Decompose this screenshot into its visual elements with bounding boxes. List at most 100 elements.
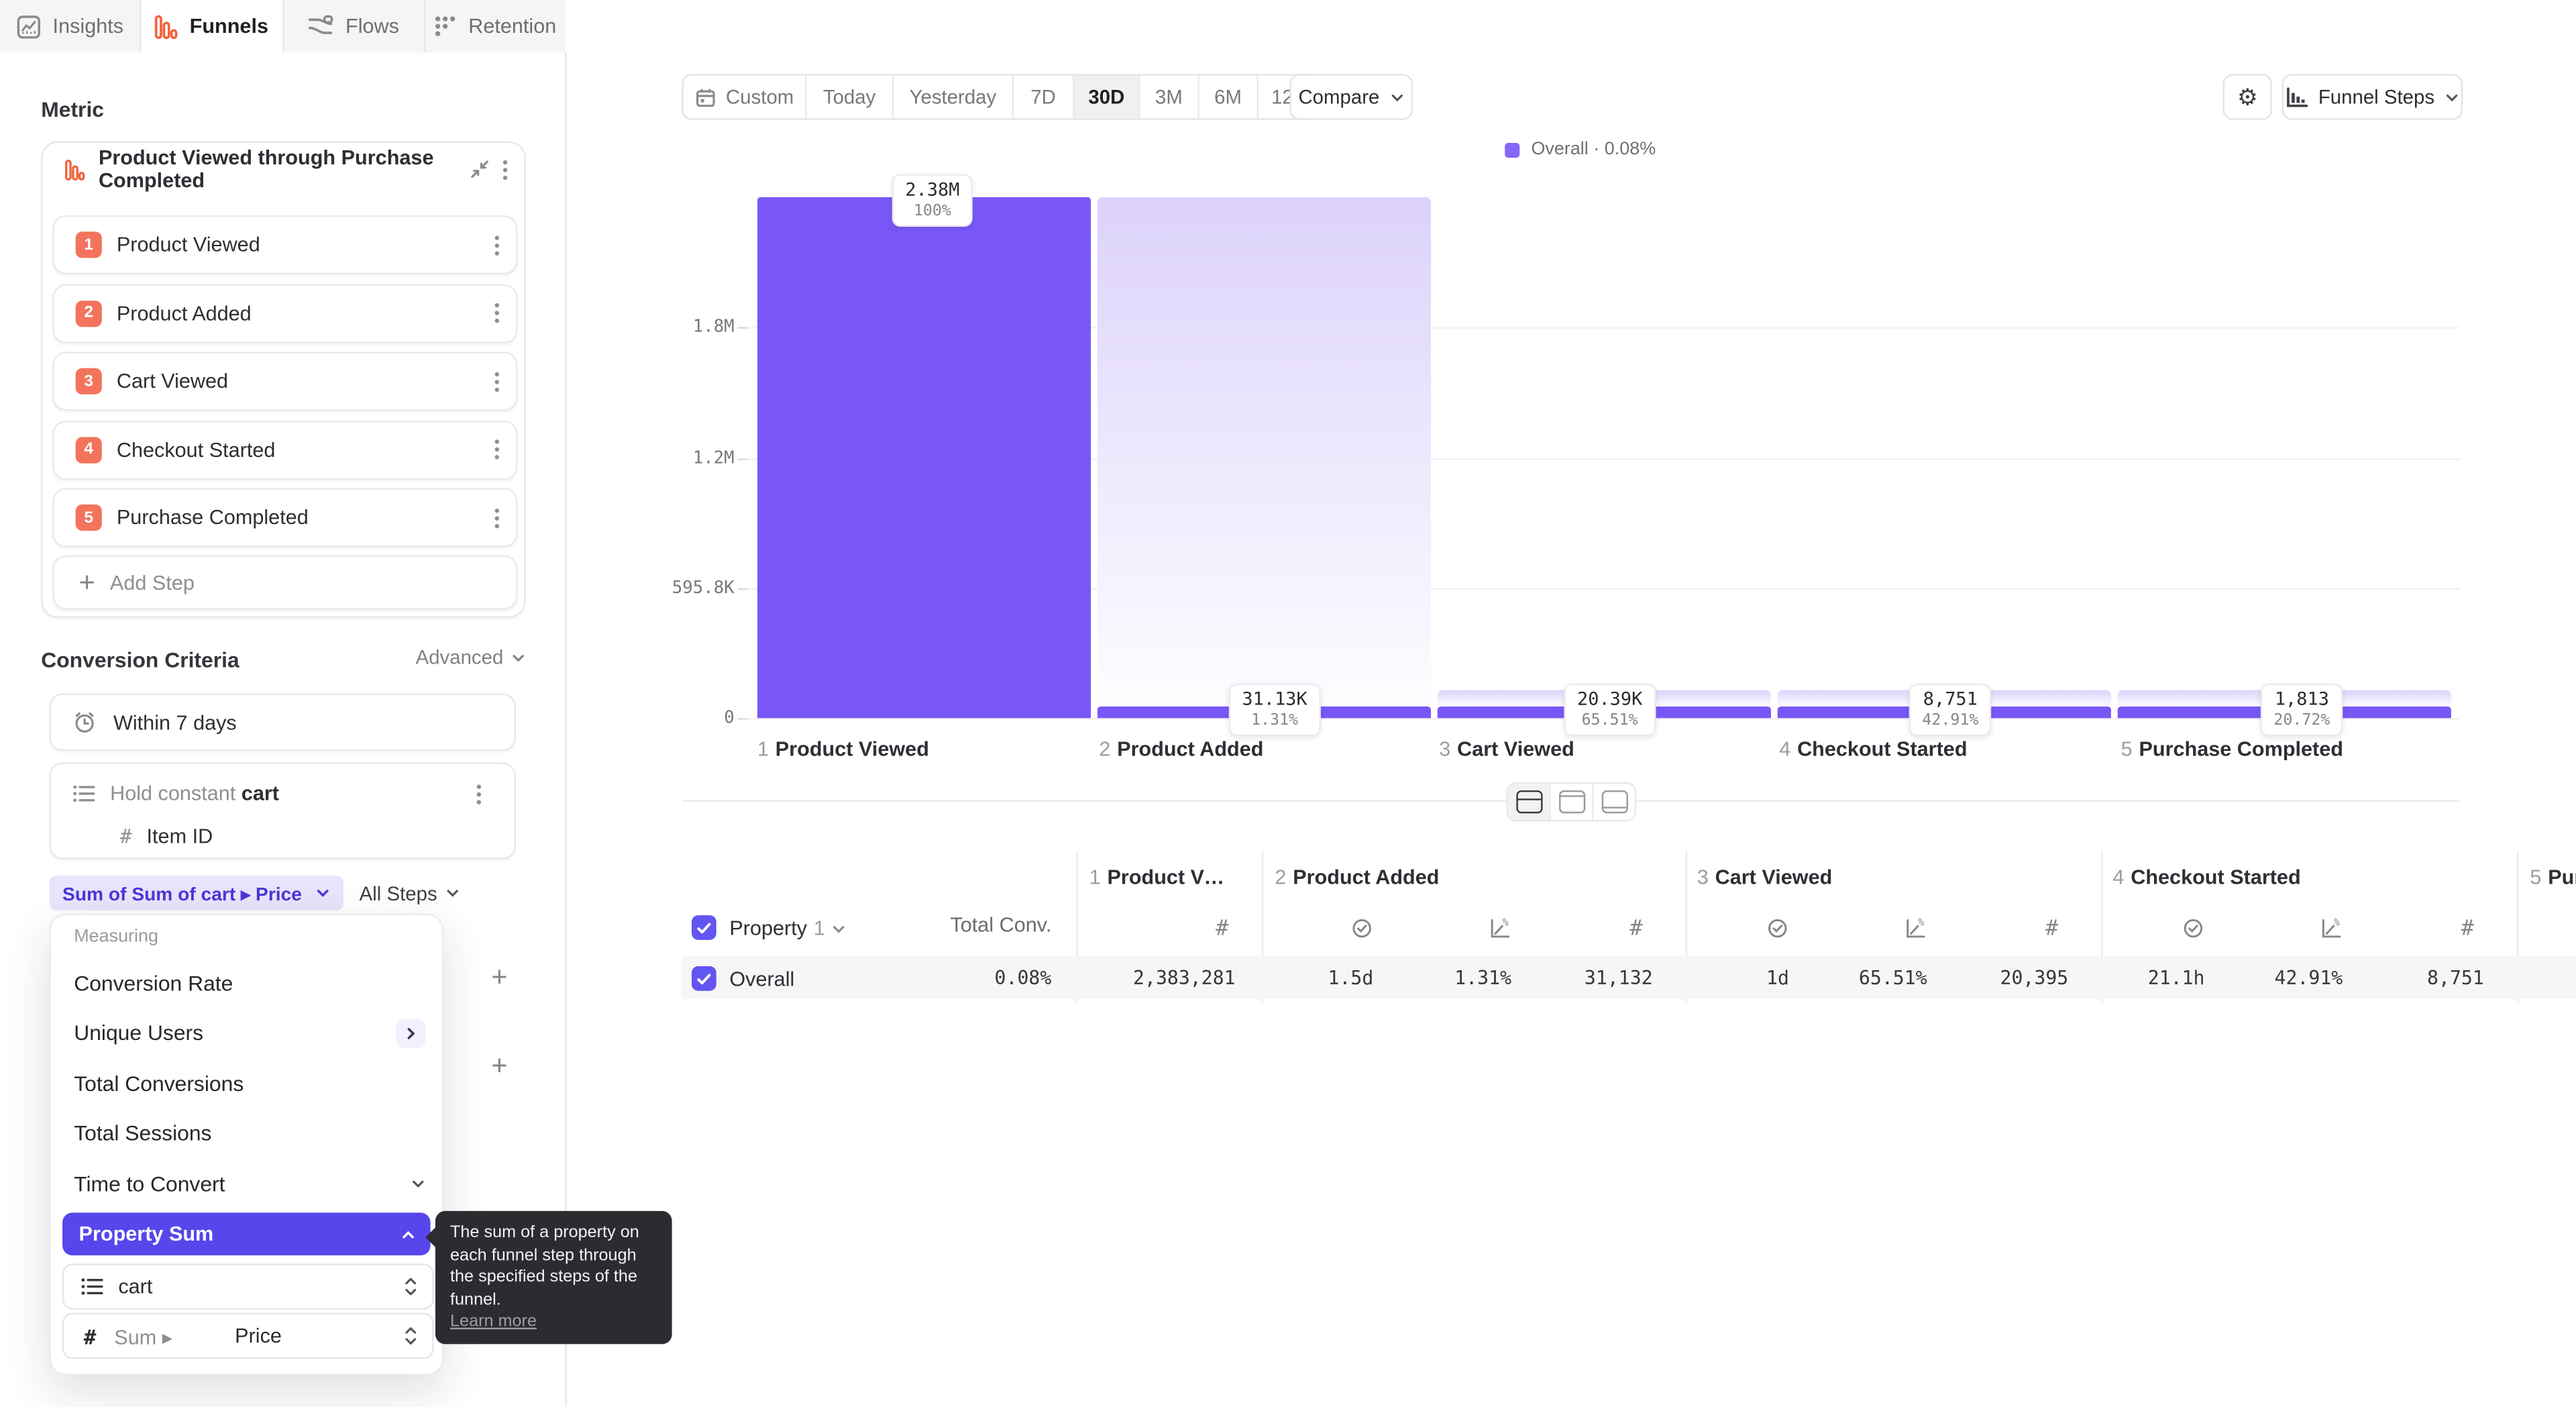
cell-step2-rate: 1.31% <box>1454 966 1512 990</box>
chart-only-view-toggle[interactable] <box>1550 784 1594 821</box>
menu-item-total-conversions[interactable]: Total Conversions <box>74 1070 244 1096</box>
sum-property-label: Price <box>235 1324 282 1348</box>
steps-scope-dropdown[interactable]: All Steps <box>360 882 460 904</box>
number-property-icon: # <box>119 825 132 848</box>
range-today[interactable]: Today <box>806 75 894 119</box>
time-to-convert-column-icon[interactable] <box>1766 917 1789 940</box>
split-view-icon <box>1515 790 1542 814</box>
add-filter-button[interactable]: + <box>491 961 508 993</box>
total-conversion-header[interactable]: Total Conv. <box>950 913 1052 937</box>
dropdown-heading: Measuring <box>74 927 158 947</box>
property-sum-property-selector[interactable]: cart <box>62 1263 434 1310</box>
metric-kebab-icon[interactable] <box>502 158 508 180</box>
hold-constant-kebab-icon[interactable] <box>476 783 482 804</box>
hold-constant-card[interactable]: Hold constant cart # Item ID <box>49 762 516 859</box>
count-column-icon[interactable]: # <box>1216 917 1229 942</box>
table-only-view-toggle[interactable] <box>1593 784 1635 821</box>
conversion-rate-column-icon[interactable]: % <box>1489 917 1511 940</box>
bar-value-label-2: 31.13K 1.31% <box>1228 683 1321 737</box>
add-step-button[interactable]: + Add Step <box>52 555 518 610</box>
property-sum-property-label: cart <box>118 1275 153 1298</box>
compare-label: Compare <box>1298 85 1380 109</box>
check-icon <box>697 922 711 933</box>
step-number-badge: 4 <box>75 436 102 463</box>
conversion-window-card[interactable]: Within 7 days <box>49 693 516 751</box>
range-custom[interactable]: Custom <box>684 75 807 119</box>
select-all-checkbox[interactable] <box>692 915 716 940</box>
time-to-convert-column-icon[interactable] <box>2182 917 2204 940</box>
tab-insights-label: Insights <box>52 15 124 38</box>
range-7d[interactable]: 7D <box>1014 75 1075 119</box>
up-down-selector-icon <box>405 1278 417 1296</box>
y-axis-tick: 0 <box>724 708 735 728</box>
learn-more-link[interactable]: Learn more <box>450 1312 537 1331</box>
svg-text:%: % <box>1503 917 1509 929</box>
range-6m[interactable]: 6M <box>1199 75 1258 119</box>
x-axis-label-1: 1 Product Viewed <box>757 737 929 761</box>
range-yesterday[interactable]: Yesterday <box>894 75 1014 119</box>
tab-retention[interactable]: Retention <box>425 0 566 52</box>
menu-item-time-to-convert[interactable]: Time to Convert <box>74 1163 425 1203</box>
table-column-divider <box>2101 851 2103 1002</box>
step-kebab-icon[interactable] <box>494 234 500 256</box>
chart-legend[interactable]: Overall · 0.08% <box>1505 140 1656 160</box>
menu-item-conversion-rate[interactable]: Conversion Rate <box>74 970 233 995</box>
chevron-down-icon <box>413 1180 424 1187</box>
check-icon <box>697 973 711 984</box>
funnel-step-row-1[interactable]: 1 Product Viewed <box>52 215 518 274</box>
range-3m[interactable]: 3M <box>1140 75 1199 119</box>
split-view-toggle[interactable] <box>1508 784 1551 821</box>
tab-flows[interactable]: Flows <box>283 0 425 53</box>
property-sum-math-selector[interactable]: # Sum ▸ Price <box>62 1312 434 1359</box>
bar-value-label-3: 20.39K 65.51% <box>1564 683 1656 737</box>
y-axis-tickmark <box>737 458 748 460</box>
cell-step1-count: 2,383,281 <box>1133 966 1236 990</box>
table-view-icon <box>1601 790 1627 814</box>
chart-settings-button[interactable]: ⚙ <box>2222 74 2272 120</box>
count-column-icon[interactable]: # <box>2461 917 2474 942</box>
chart-type-button[interactable]: Funnel Steps <box>2282 74 2463 120</box>
property-column-header[interactable]: Property 1 <box>729 917 846 940</box>
step-kebab-icon[interactable] <box>494 370 500 392</box>
row-checkbox[interactable] <box>692 966 716 991</box>
conversion-rate-column-icon[interactable]: % <box>2320 917 2343 940</box>
menu-item-total-sessions[interactable]: Total Sessions <box>74 1121 212 1145</box>
step-kebab-icon[interactable] <box>494 439 500 460</box>
tab-insights[interactable]: Insights <box>0 0 142 53</box>
step-kebab-icon[interactable] <box>494 507 500 529</box>
collapse-icon[interactable] <box>470 160 489 179</box>
y-axis-tick: 1.2M <box>692 448 735 468</box>
chevron-down-icon <box>317 890 328 897</box>
flows-icon <box>308 15 334 38</box>
advanced-toggle[interactable]: Advanced <box>416 645 527 669</box>
step-kebab-icon[interactable] <box>494 303 500 324</box>
funnel-step-row-2[interactable]: 2 Product Added <box>52 283 518 343</box>
chevron-down-icon <box>2446 93 2457 101</box>
tab-funnels[interactable]: Funnels <box>142 0 284 53</box>
add-step-label: Add Step <box>109 571 195 594</box>
measuring-pill[interactable]: Sum of Sum of cart ▸ Price <box>49 876 343 910</box>
add-breakdown-button[interactable]: + <box>491 1049 508 1082</box>
table-column-divider <box>1685 851 1688 1002</box>
funnel-step-row-5[interactable]: 5 Purchase Completed <box>52 488 518 548</box>
alarm-clock-icon <box>72 710 97 735</box>
range-30d[interactable]: 30D <box>1074 75 1140 119</box>
x-axis-label-4: 4 Checkout Started <box>1779 737 1968 761</box>
funnel-step-row-3[interactable]: 3 Cart Viewed <box>52 352 518 411</box>
tab-flows-label: Flows <box>345 15 399 38</box>
cell-step3-count: 20,395 <box>2000 966 2069 990</box>
table-row-overall[interactable] <box>682 956 2576 999</box>
time-to-convert-column-icon[interactable] <box>1350 917 1373 940</box>
layout-toggle-group <box>1506 782 1637 822</box>
count-column-icon[interactable]: # <box>1629 917 1643 942</box>
funnel-step-row-4[interactable]: 4 Checkout Started <box>52 419 518 479</box>
conversion-rate-column-icon[interactable]: % <box>1904 917 1927 940</box>
bar-value-label-4: 8,751 42.91% <box>1909 683 1992 737</box>
count-column-icon[interactable]: # <box>2045 917 2059 942</box>
conversion-window-label: Within 7 days <box>113 711 237 734</box>
menu-item-property-sum-selected[interactable]: Property Sum <box>62 1212 431 1256</box>
compare-button[interactable]: Compare <box>1289 74 1413 120</box>
step-label: Purchase Completed <box>116 506 309 529</box>
menu-item-unique-users[interactable]: Unique Users <box>74 1013 426 1053</box>
